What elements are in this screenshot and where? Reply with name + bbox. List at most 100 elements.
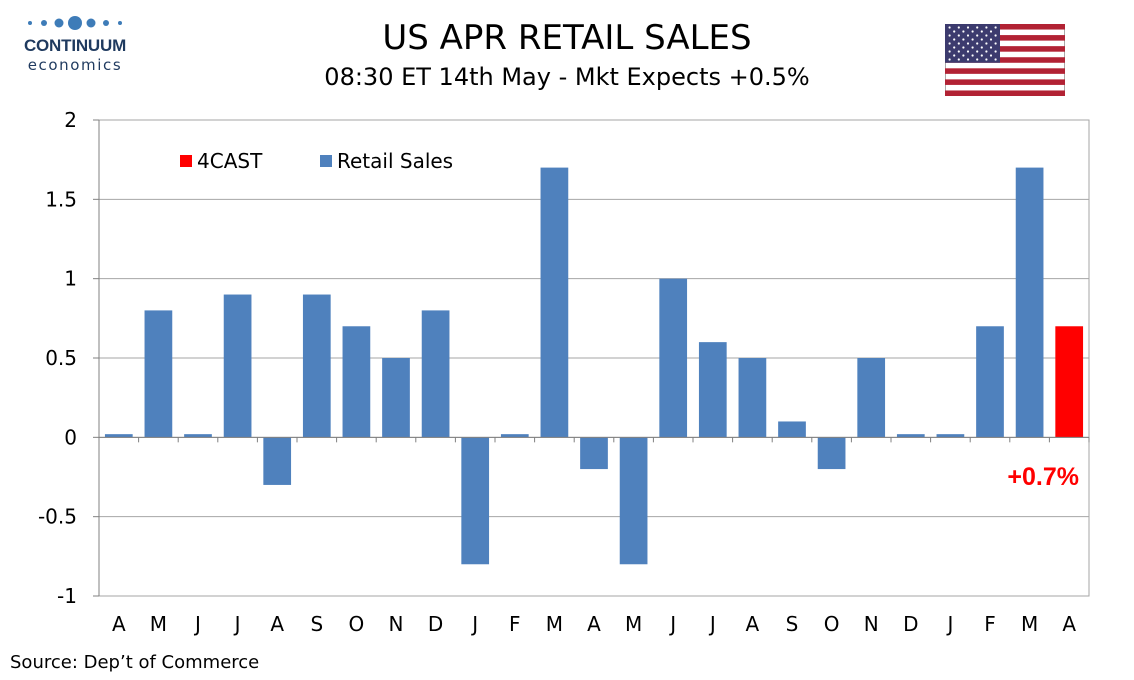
retail-sales-bar-19 bbox=[857, 358, 886, 438]
flag-star bbox=[994, 26, 997, 29]
flag-star bbox=[957, 26, 960, 29]
x-tick-label: M bbox=[1021, 612, 1038, 636]
x-tick-label: M bbox=[625, 612, 642, 636]
flag-star bbox=[953, 46, 956, 49]
y-tick-label: 2 bbox=[64, 108, 77, 132]
flag-star bbox=[985, 42, 988, 45]
retail-sales-bar-23 bbox=[1015, 167, 1044, 438]
y-tick-label: -1 bbox=[57, 584, 77, 608]
retail-sales-bar-6 bbox=[342, 326, 371, 438]
x-tick-label: J bbox=[668, 612, 676, 636]
flag-star bbox=[980, 54, 983, 57]
flag-star bbox=[957, 34, 960, 37]
flag-star bbox=[994, 50, 997, 53]
logo-name-line1: CONTINUUM bbox=[23, 36, 127, 55]
retail-sales-bar-16 bbox=[738, 358, 767, 438]
flag-star bbox=[976, 50, 979, 53]
legend: 4CAST Retail Sales bbox=[180, 149, 453, 173]
flag-star bbox=[994, 34, 997, 37]
retail-sales-bar-3 bbox=[223, 294, 252, 438]
us-flag-icon bbox=[945, 24, 1065, 96]
x-tick-label: F bbox=[509, 612, 521, 636]
flag-star bbox=[948, 26, 951, 29]
y-tick-label: 1.5 bbox=[45, 187, 77, 211]
x-tick-label: A bbox=[587, 612, 601, 636]
retail-sales-bar-17 bbox=[778, 421, 806, 438]
flag-star bbox=[985, 58, 988, 61]
flag-star bbox=[994, 58, 997, 61]
retail-sales-bar-15 bbox=[698, 342, 727, 438]
flag-star bbox=[966, 42, 970, 45]
x-tick-label: O bbox=[349, 612, 365, 636]
flag-star bbox=[980, 30, 983, 33]
retail-sales-bar-0 bbox=[104, 434, 133, 438]
chart-title: US APR RETAIL SALES bbox=[382, 18, 752, 58]
x-tick-label: M bbox=[150, 612, 167, 636]
flag-star bbox=[994, 42, 997, 45]
x-tick-label: J bbox=[945, 612, 953, 636]
x-tick-label: M bbox=[546, 612, 563, 636]
retail-sales-bar-22 bbox=[976, 326, 1004, 438]
x-tick-label: A bbox=[112, 612, 126, 636]
flag-star bbox=[966, 58, 970, 61]
flag-star bbox=[989, 38, 993, 41]
continuum-logo: CONTINUUM economics bbox=[14, 14, 136, 74]
flag-star bbox=[971, 38, 974, 41]
bars bbox=[104, 167, 1084, 565]
flag-star bbox=[971, 54, 974, 57]
labels: -1-0.500.511.52A M J J A S O N D J F M A M J J A S O N D J F M A… bbox=[38, 108, 1079, 636]
flag-star bbox=[989, 30, 993, 33]
axes bbox=[93, 119, 1090, 597]
flag-star bbox=[966, 50, 970, 53]
flag-star bbox=[971, 30, 974, 33]
flag-star bbox=[985, 50, 988, 53]
x-tick-label: O bbox=[824, 612, 840, 636]
flag-star bbox=[985, 34, 988, 37]
retail-sales-bar-18 bbox=[817, 437, 846, 470]
flag-star bbox=[957, 58, 960, 61]
retail-sales-bar-21 bbox=[936, 434, 965, 438]
legend-label-1: Retail Sales bbox=[337, 149, 453, 173]
flag-star bbox=[989, 46, 993, 49]
legend-label-0: 4CAST bbox=[197, 149, 263, 173]
x-tick-label: J bbox=[708, 612, 716, 636]
retail-sales-bar-8 bbox=[421, 310, 450, 438]
x-tick-label: A bbox=[746, 612, 760, 636]
flag-star bbox=[976, 42, 979, 45]
x-tick-label: J bbox=[470, 612, 478, 636]
retail-sales-bar-4 bbox=[263, 437, 292, 485]
flag-star bbox=[957, 50, 960, 53]
retail-sales-bar-13 bbox=[619, 437, 648, 565]
x-tick-label: S bbox=[786, 612, 799, 636]
y-tick-label: 0 bbox=[64, 425, 77, 449]
flag-star bbox=[953, 30, 956, 33]
flag-star bbox=[962, 46, 965, 49]
flag-star bbox=[953, 54, 956, 57]
flag-star bbox=[966, 26, 970, 29]
chart-subtitle: 08:30 ET 14th May - Mkt Expects +0.5% bbox=[324, 63, 810, 91]
y-tick-label: 0.5 bbox=[45, 346, 77, 370]
flag-star bbox=[957, 42, 960, 45]
retail-sales-bar-11 bbox=[540, 167, 569, 438]
flag-star bbox=[948, 58, 951, 61]
retail-sales-bar-14 bbox=[659, 278, 688, 438]
4cast-bar-24 bbox=[1055, 326, 1084, 438]
logo-dots-icon bbox=[28, 16, 122, 30]
y-tick-label: -0.5 bbox=[38, 505, 77, 529]
x-tick-label: F bbox=[984, 612, 996, 636]
legend-swatch-1 bbox=[320, 155, 332, 167]
logo-name-line2: economics bbox=[27, 56, 123, 74]
x-tick-label: A bbox=[270, 612, 284, 636]
retail-sales-bar-12 bbox=[580, 437, 608, 470]
retail-sales-bar-2 bbox=[184, 434, 212, 438]
flag-star bbox=[948, 50, 951, 53]
flag-star bbox=[976, 58, 979, 61]
flag-star bbox=[966, 34, 970, 37]
flag-star bbox=[980, 46, 983, 49]
forecast-annotation: +0.7% bbox=[1007, 463, 1079, 491]
flag-star bbox=[962, 54, 965, 57]
legend-swatch-0 bbox=[180, 155, 192, 167]
flag-star bbox=[976, 34, 979, 37]
source-note: Source: Dep’t of Commerce bbox=[10, 652, 260, 673]
